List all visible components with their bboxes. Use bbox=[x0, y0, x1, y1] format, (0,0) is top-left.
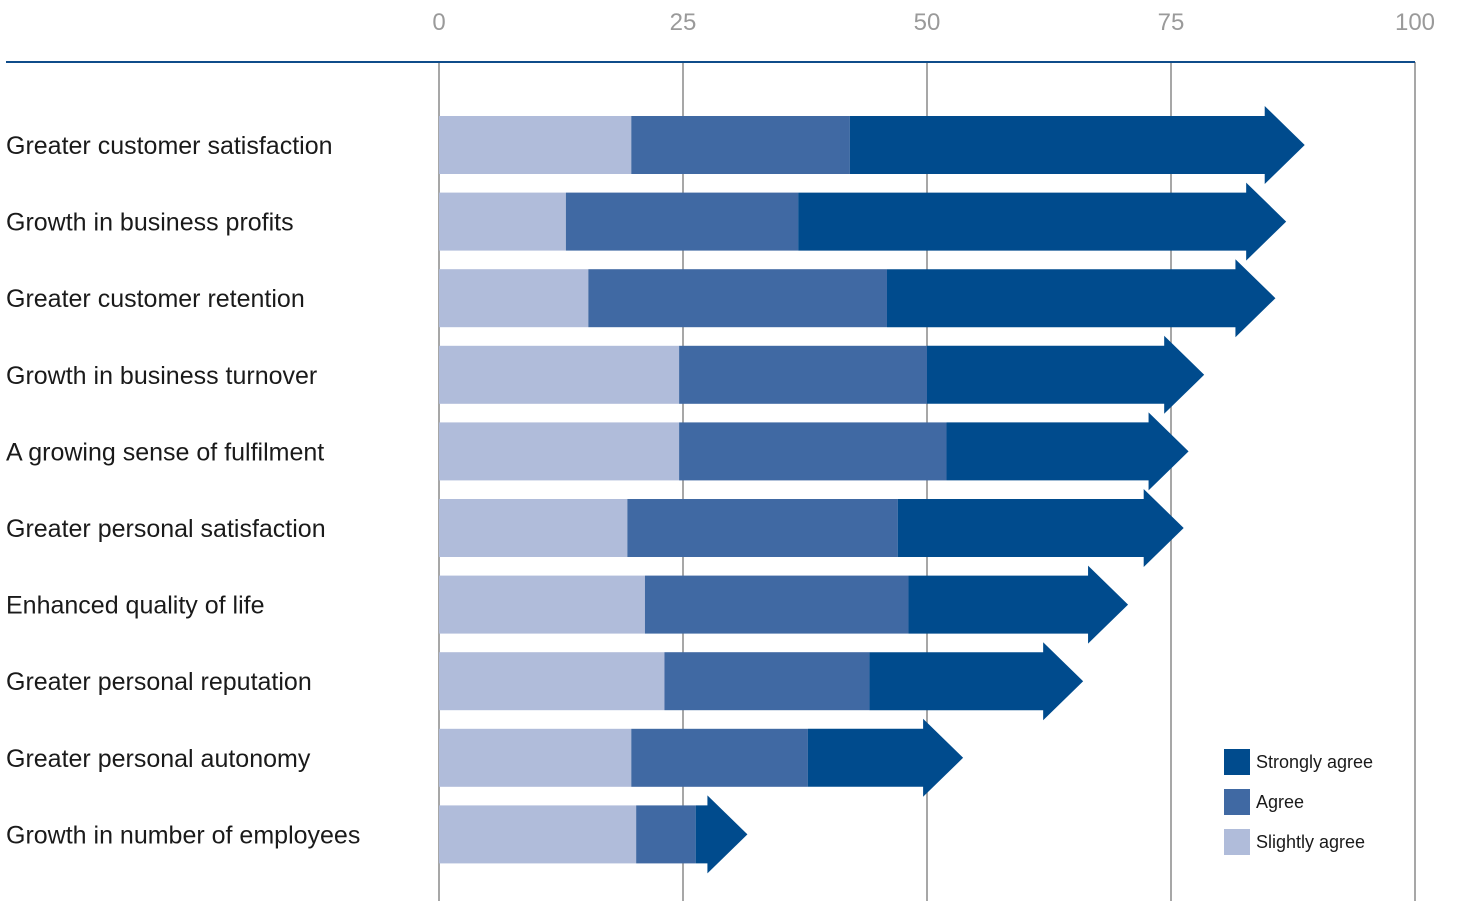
bar-segment bbox=[644, 575, 909, 634]
category-label: A growing sense of fulfilment bbox=[6, 438, 324, 466]
bar-segment bbox=[565, 192, 799, 251]
x-tick-labels: 0 25 50 75 100 bbox=[432, 9, 1435, 36]
bar-segment-arrow bbox=[695, 795, 748, 874]
bars bbox=[439, 106, 1305, 874]
x-tick-label: 100 bbox=[1395, 9, 1435, 36]
bar-segment-arrow bbox=[897, 489, 1184, 567]
bar-segment bbox=[439, 345, 680, 404]
legend-label: Slightly agree bbox=[1256, 832, 1365, 852]
legend-swatch bbox=[1224, 749, 1250, 775]
bar-segment bbox=[439, 116, 632, 174]
bar-segment bbox=[439, 269, 589, 328]
bar-segment-arrow bbox=[886, 259, 1276, 338]
bar-segment bbox=[631, 728, 808, 787]
bar-segment-arrow bbox=[946, 412, 1189, 491]
bar-segment bbox=[679, 422, 947, 481]
bar-segment bbox=[636, 805, 696, 864]
bar-segment bbox=[439, 652, 665, 711]
bar-segment-arrow bbox=[869, 642, 1084, 721]
bar-segment bbox=[679, 345, 927, 404]
bar-segment bbox=[439, 728, 632, 787]
bar-segment-arrow bbox=[849, 106, 1305, 184]
category-label: Enhanced quality of life bbox=[6, 592, 265, 620]
bar-segment bbox=[439, 422, 680, 481]
category-label: Greater personal satisfaction bbox=[6, 515, 326, 543]
x-tick-label: 50 bbox=[914, 9, 941, 36]
bar-segment bbox=[439, 192, 566, 251]
legend: Strongly agree Agree Slightly agree bbox=[1224, 749, 1373, 855]
legend-label: Strongly agree bbox=[1256, 752, 1373, 772]
bar-segment bbox=[664, 652, 870, 711]
bar-segment bbox=[631, 116, 850, 174]
bar-segment bbox=[627, 499, 898, 557]
x-tick-label: 0 bbox=[432, 9, 445, 36]
category-label: Growth in number of employees bbox=[6, 821, 360, 849]
category-label: Growth in business turnover bbox=[6, 362, 317, 390]
x-tick-label: 75 bbox=[1158, 9, 1185, 36]
category-label: Greater personal autonomy bbox=[6, 745, 311, 773]
category-label: Greater customer retention bbox=[6, 285, 305, 313]
bar-segment-arrow bbox=[798, 182, 1287, 261]
bar-segment-arrow bbox=[908, 565, 1129, 644]
bar-segment-arrow bbox=[807, 718, 964, 797]
legend-label: Agree bbox=[1256, 792, 1304, 812]
legend-swatch bbox=[1224, 829, 1250, 855]
bar-segment bbox=[588, 269, 887, 328]
legend-swatch bbox=[1224, 789, 1250, 815]
category-labels: Greater customer satisfaction Growth in b… bbox=[6, 132, 360, 849]
bar-segment bbox=[439, 575, 645, 634]
bar-segment bbox=[439, 805, 637, 864]
category-label: Greater customer satisfaction bbox=[6, 132, 333, 160]
x-tick-label: 25 bbox=[670, 9, 697, 36]
bar-segment-arrow bbox=[927, 335, 1205, 414]
category-label: Growth in business profits bbox=[6, 209, 294, 237]
bar-segment bbox=[439, 499, 628, 557]
category-label: Greater personal reputation bbox=[6, 668, 312, 696]
